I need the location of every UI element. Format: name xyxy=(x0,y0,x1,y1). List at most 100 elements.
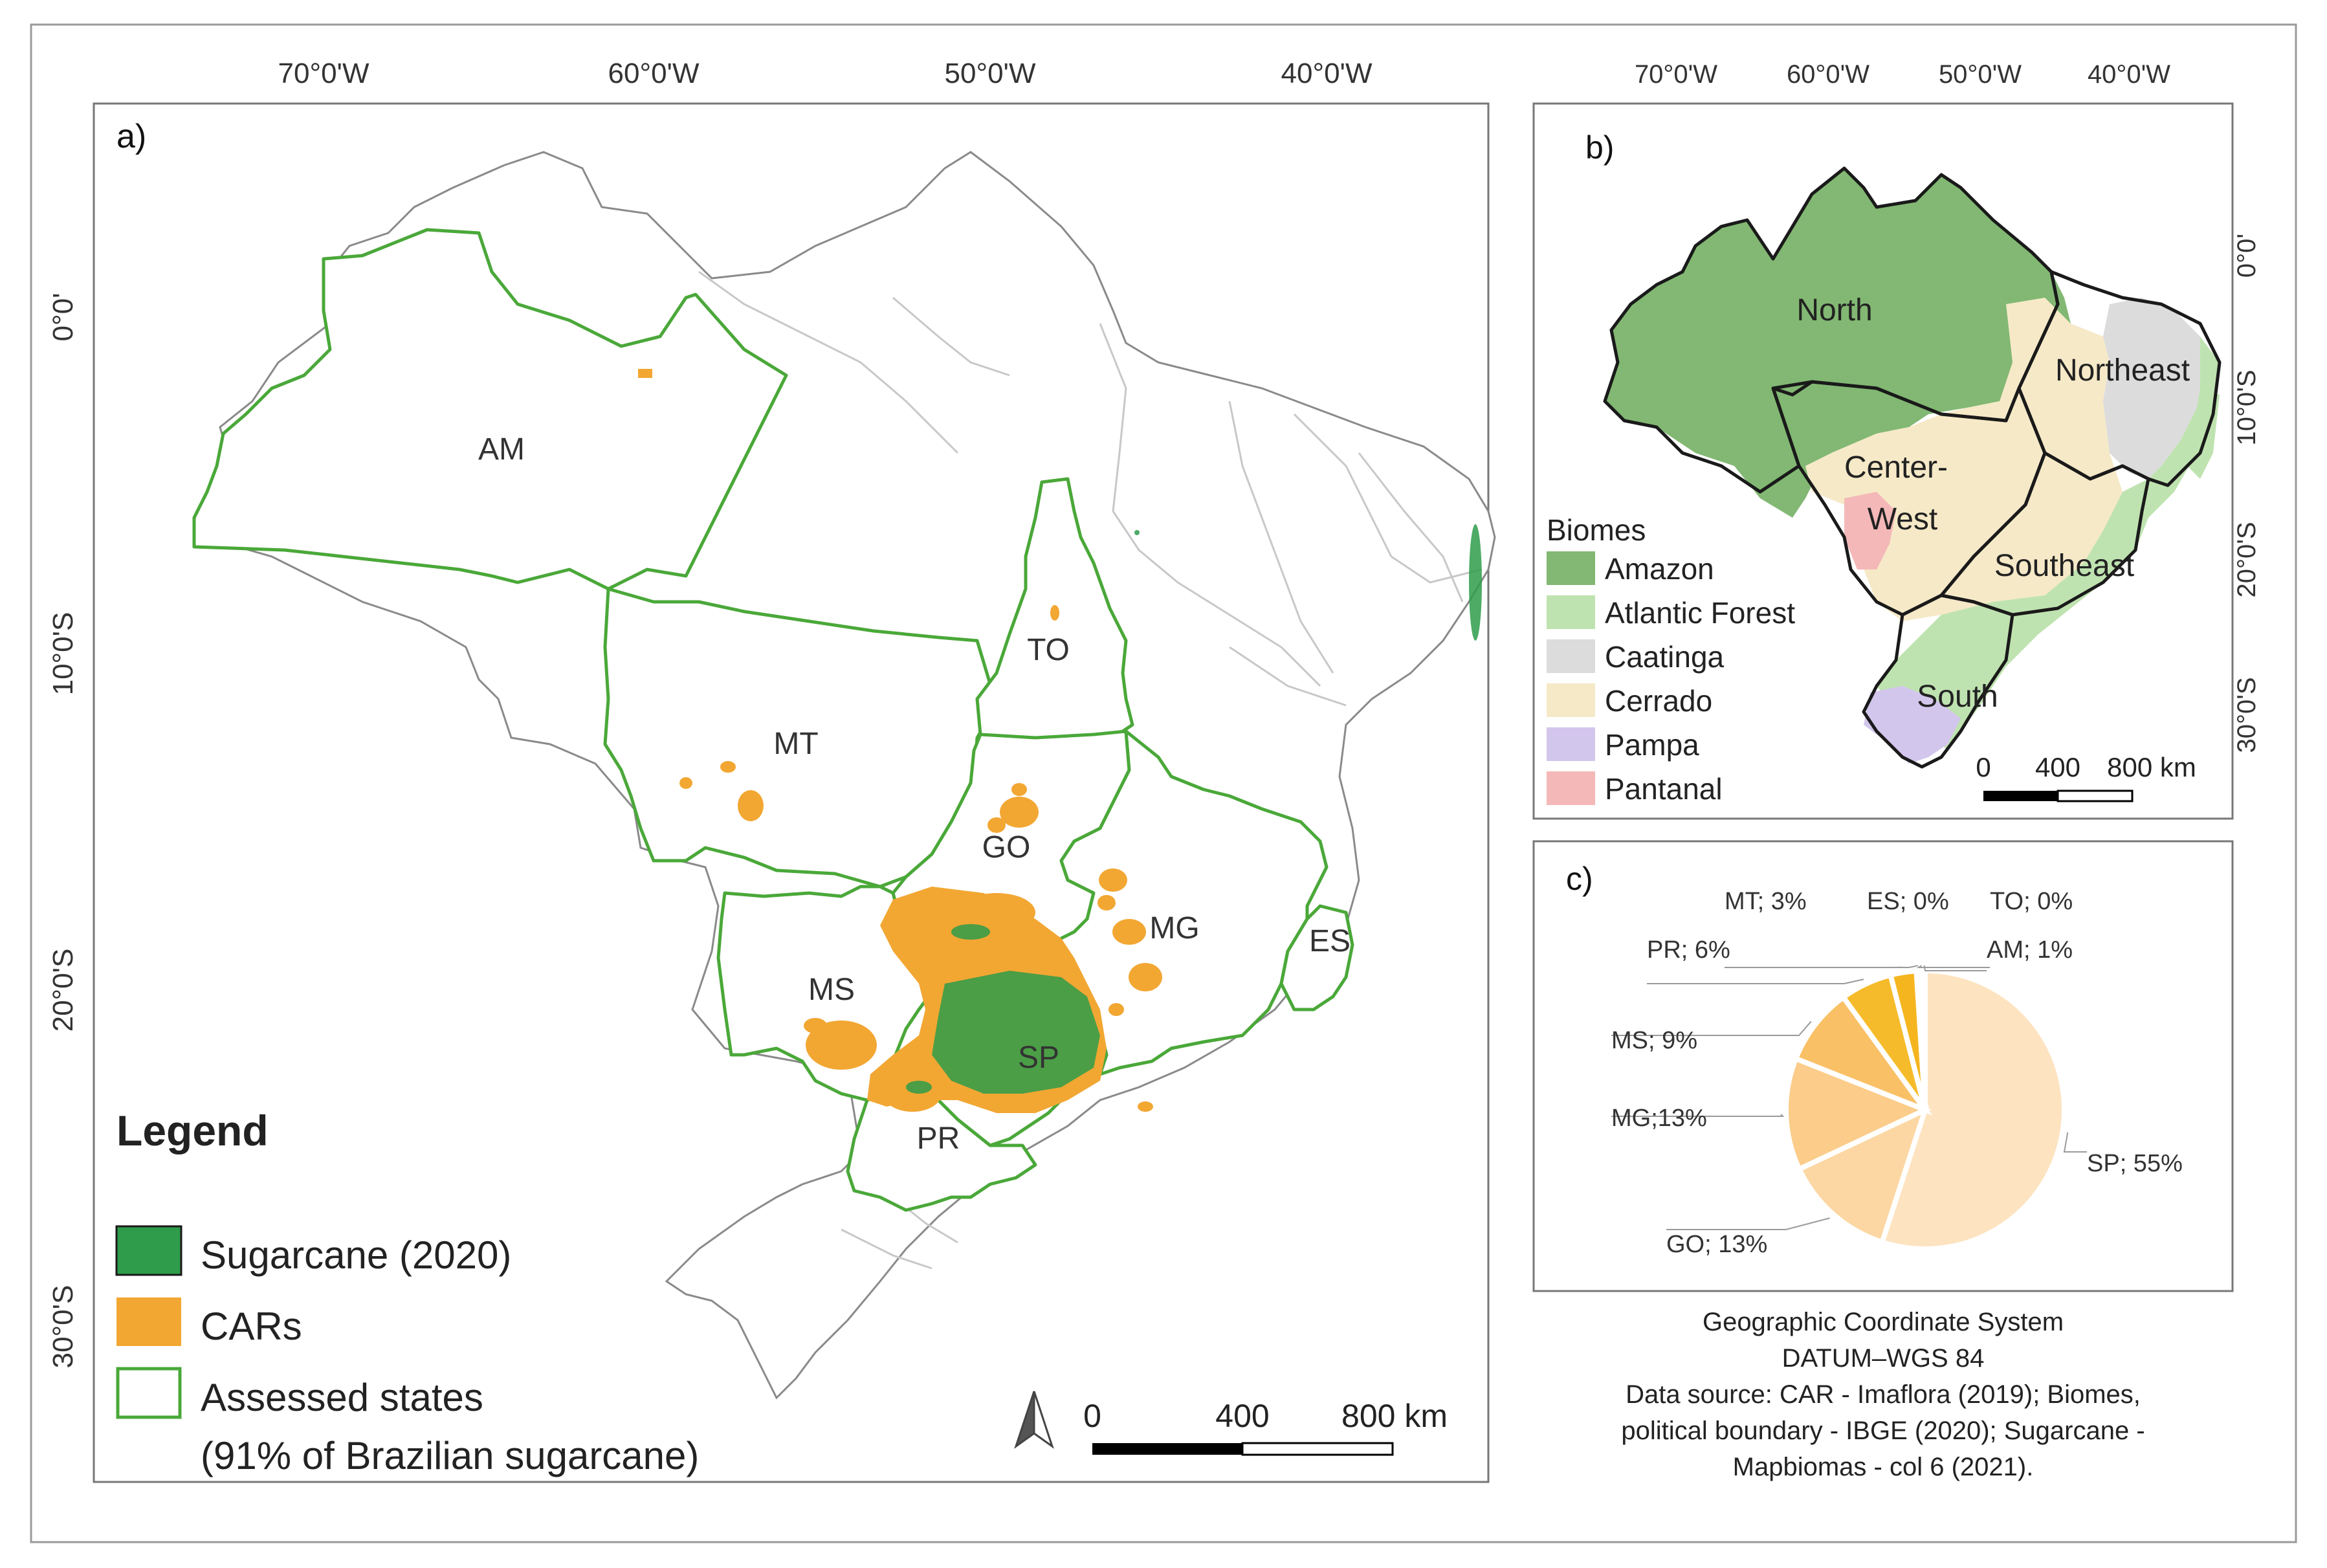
state-label-es: ES xyxy=(1309,924,1351,958)
figure-caption: Geographic Coordinate System DATUM–WGS 8… xyxy=(1534,1304,2233,1485)
panel-c-label: c) xyxy=(1566,861,1593,897)
state-label-sp: SP xyxy=(1018,1041,1059,1075)
legend-label-sugarcane: Sugarcane (2020) xyxy=(201,1233,511,1277)
sugarcane-patch-northeast xyxy=(1469,524,1482,641)
lat-label-30s: 30°0'S xyxy=(47,1285,79,1369)
b-lon-label-70w: 70°0'W xyxy=(1635,60,1717,89)
scalebar-tick-400: 400 xyxy=(1215,1398,1269,1434)
pie-label-es: ES; 0% xyxy=(1867,888,1949,915)
car-patch xyxy=(804,1018,827,1033)
sugarcane-patch xyxy=(1134,530,1140,535)
b-lat-label-10s: 10°0'S xyxy=(2233,370,2261,445)
legend-label-cars: CARs xyxy=(201,1305,302,1348)
sugarcane-patch xyxy=(906,1081,932,1094)
lon-label-40w: 40°0'W xyxy=(1281,58,1373,89)
lat-label-20s: 20°0'S xyxy=(47,949,79,1032)
region-label-south: South xyxy=(1917,679,1998,714)
biome-label-pantanal: Pantanal xyxy=(1605,772,1723,806)
state-label-pr: PR xyxy=(917,1121,960,1156)
pie-label-go: GO; 13% xyxy=(1666,1231,1767,1258)
sugarcane-patch xyxy=(951,924,990,940)
legend-swatch-cars xyxy=(116,1297,181,1346)
pie-label-am: AM; 1% xyxy=(1987,936,2073,964)
biome-label-atlantic-forest: Atlantic Forest xyxy=(1605,596,1795,630)
car-patch xyxy=(1138,1101,1153,1112)
b-lon-label-40w: 40°0'W xyxy=(2088,60,2170,89)
state-label-ms: MS xyxy=(808,973,855,1007)
scalebar-tick-0: 0 xyxy=(1083,1398,1101,1434)
biomes-legend-title: Biomes xyxy=(1547,513,1646,547)
state-label-go: GO xyxy=(982,830,1031,865)
car-patch xyxy=(1129,963,1162,991)
scalebar-white xyxy=(1242,1443,1393,1455)
lon-label-70w: 70°0'W xyxy=(278,58,369,89)
car-patch xyxy=(1050,605,1059,621)
biome-swatch-cerrado xyxy=(1547,683,1595,717)
b-scalebar-tick-400: 400 xyxy=(2035,752,2080,782)
region-label-center-west-2: West xyxy=(1868,502,1937,536)
panel-b: 70°0'W 60°0'W 50°0'W 40°0'W 0°0' 10°0'S … xyxy=(1534,60,2261,819)
legend-label-assessed-note: (91% of Brazilian sugarcane) xyxy=(201,1434,699,1477)
biome-swatch-amazon xyxy=(1547,551,1595,585)
car-patch xyxy=(638,369,652,378)
b-lat-label-20s: 20°0'S xyxy=(2233,522,2261,597)
panel-a: 70°0'W 60°0'W 50°0'W 40°0'W 0°0' 10°0'S … xyxy=(47,58,1495,1482)
region-label-center-west-1: Center- xyxy=(1844,450,1948,485)
car-patch xyxy=(887,914,938,950)
sugarcane-core xyxy=(932,971,1100,1094)
car-patch xyxy=(679,777,692,789)
b-scalebar-white xyxy=(2058,791,2132,801)
caption-line-5: Mapbiomas - col 6 (2021). xyxy=(1534,1449,2233,1485)
biome-label-cerrado: Cerrado xyxy=(1605,684,1712,718)
scalebar-black xyxy=(1092,1443,1242,1455)
car-patch xyxy=(1011,783,1027,796)
panel-c: c) SP; 55%GO; 13%MG;13%MS; 9%PR; 6%MT; 3… xyxy=(1534,841,2233,1291)
biome-swatch-pampa xyxy=(1547,727,1595,761)
pie-label-to: TO; 0% xyxy=(1990,888,2073,915)
pie-label-mg: MG;13% xyxy=(1611,1105,1707,1132)
car-patch xyxy=(720,761,736,773)
car-patch xyxy=(738,790,764,821)
pie-slice-am xyxy=(1923,971,1925,1110)
caption-line-1: Geographic Coordinate System xyxy=(1534,1304,2233,1340)
lon-label-60w: 60°0'W xyxy=(608,58,700,89)
car-patch xyxy=(1097,895,1116,911)
b-scalebar-tick-0: 0 xyxy=(1976,752,1991,782)
b-lat-label-30s: 30°0'S xyxy=(2233,677,2261,753)
biome-label-caatinga: Caatinga xyxy=(1605,640,1725,674)
caption-line-3: Data source: CAR - Imaflora (2019); Biom… xyxy=(1534,1376,2233,1413)
state-label-to: TO xyxy=(1027,633,1070,667)
lat-label-0: 0°0' xyxy=(47,293,79,342)
state-label-mg: MG xyxy=(1149,911,1199,945)
lon-label-50w: 50°0'W xyxy=(945,58,1036,89)
pie-label-ms: MS; 9% xyxy=(1611,1027,1697,1054)
panel-a-label: a) xyxy=(116,118,146,155)
b-lon-label-60w: 60°0'W xyxy=(1787,60,1869,89)
region-label-north: North xyxy=(1796,293,1872,327)
car-patch xyxy=(883,1076,942,1112)
biome-swatch-atlantic-forest xyxy=(1547,595,1595,629)
car-patch xyxy=(1112,919,1146,945)
lat-label-10s: 10°0'S xyxy=(47,612,79,696)
car-patch xyxy=(1099,868,1127,892)
caption-line-2: DATUM–WGS 84 xyxy=(1534,1340,2233,1376)
pie-label-sp: SP; 55% xyxy=(2087,1150,2183,1177)
region-label-northeast: Northeast xyxy=(2055,353,2190,388)
b-scalebar-black xyxy=(1983,791,2058,801)
region-label-southeast: Southeast xyxy=(1994,549,2134,583)
legend-title: Legend xyxy=(116,1107,269,1154)
b-lat-label-0: 0°0' xyxy=(2233,234,2261,278)
biome-swatch-caatinga xyxy=(1547,639,1595,673)
state-label-am: AM xyxy=(478,432,525,467)
scalebar-tick-800: 800 km xyxy=(1341,1398,1448,1434)
state-label-mt: MT xyxy=(773,727,818,761)
biome-swatch-pantanal xyxy=(1547,771,1595,805)
panel-b-label: b) xyxy=(1585,129,1614,166)
b-scalebar-tick-800: 800 km xyxy=(2107,752,2196,782)
b-lon-label-50w: 50°0'W xyxy=(1939,60,2022,89)
biome-label-pampa: Pampa xyxy=(1605,728,1699,762)
legend-swatch-assessed xyxy=(118,1369,180,1417)
pie-label-mt: MT; 3% xyxy=(1725,888,1807,915)
car-patch xyxy=(1000,797,1039,828)
